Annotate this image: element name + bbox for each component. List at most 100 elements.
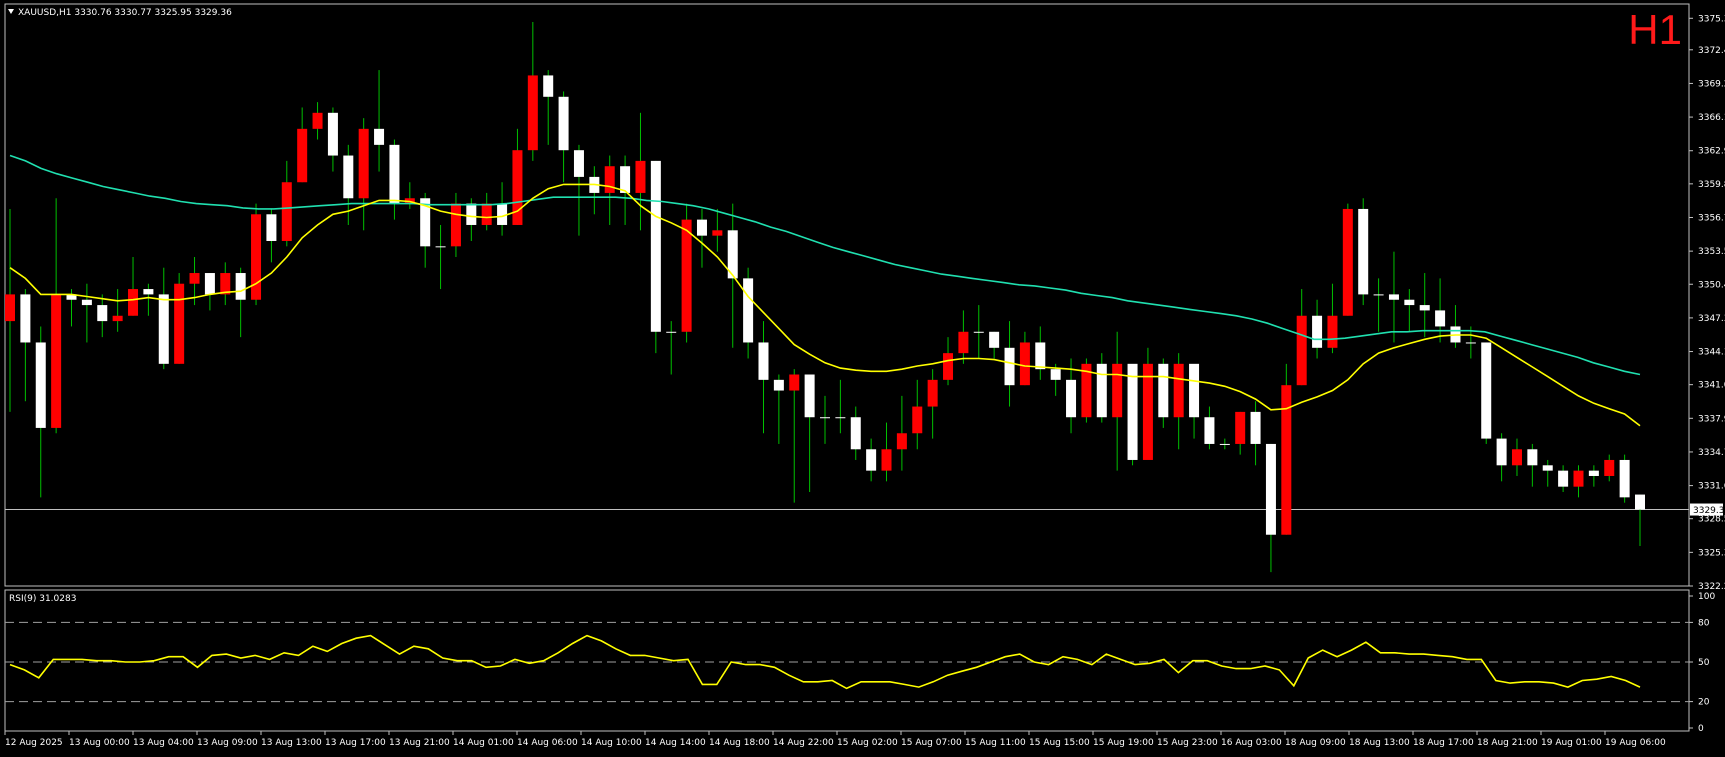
bear-candle[interactable] bbox=[512, 150, 523, 225]
bull-candle[interactable] bbox=[158, 294, 169, 364]
bear-candle[interactable] bbox=[1604, 459, 1615, 476]
bull-candle[interactable] bbox=[81, 299, 92, 306]
bull-candle[interactable] bbox=[343, 155, 354, 199]
bear-candle[interactable] bbox=[1342, 208, 1353, 316]
bull-candle[interactable] bbox=[1496, 438, 1507, 466]
bull-candle[interactable] bbox=[1373, 294, 1384, 296]
bear-candle[interactable] bbox=[1112, 363, 1123, 418]
bear-candle[interactable] bbox=[604, 166, 615, 193]
bear-candle[interactable] bbox=[789, 374, 800, 391]
bull-candle[interactable] bbox=[804, 374, 815, 418]
bear-candle[interactable] bbox=[958, 331, 969, 354]
bull-candle[interactable] bbox=[666, 331, 677, 333]
bear-candle[interactable] bbox=[281, 182, 292, 241]
bull-candle[interactable] bbox=[435, 246, 446, 248]
bear-candle[interactable] bbox=[927, 379, 938, 407]
bull-candle[interactable] bbox=[20, 294, 31, 343]
bear-candle[interactable] bbox=[1081, 363, 1092, 418]
bear-candle[interactable] bbox=[1235, 411, 1246, 444]
bear-candle[interactable] bbox=[5, 294, 15, 322]
bull-candle[interactable] bbox=[66, 294, 77, 300]
bear-candle[interactable] bbox=[712, 230, 723, 236]
bull-candle[interactable] bbox=[558, 96, 569, 151]
bull-candle[interactable] bbox=[573, 150, 584, 177]
bull-candle[interactable] bbox=[97, 305, 108, 322]
bear-candle[interactable] bbox=[481, 203, 492, 225]
bear-candle[interactable] bbox=[112, 315, 123, 322]
bear-candle[interactable] bbox=[881, 449, 892, 471]
bear-candle[interactable] bbox=[943, 353, 954, 380]
bull-candle[interactable] bbox=[1619, 459, 1630, 498]
bull-candle[interactable] bbox=[1388, 294, 1399, 300]
bear-candle[interactable] bbox=[635, 160, 646, 193]
bull-candle[interactable] bbox=[1204, 417, 1215, 444]
bull-candle[interactable] bbox=[1588, 470, 1599, 476]
bear-candle[interactable] bbox=[912, 406, 923, 434]
bull-candle[interactable] bbox=[497, 203, 508, 225]
bull-candle[interactable] bbox=[835, 417, 846, 419]
bull-candle[interactable] bbox=[1189, 363, 1200, 418]
bull-candle[interactable] bbox=[420, 198, 431, 247]
bear-candle[interactable] bbox=[51, 294, 62, 428]
bull-candle[interactable] bbox=[35, 342, 46, 428]
bear-candle[interactable] bbox=[1142, 363, 1153, 460]
bear-candle[interactable] bbox=[896, 433, 907, 450]
bear-candle[interactable] bbox=[527, 75, 538, 151]
bull-candle[interactable] bbox=[543, 75, 554, 97]
bear-candle[interactable] bbox=[1019, 342, 1030, 386]
bear-candle[interactable] bbox=[681, 219, 692, 332]
bull-candle[interactable] bbox=[1219, 443, 1230, 445]
bear-candle[interactable] bbox=[1511, 449, 1522, 466]
bull-candle[interactable] bbox=[850, 417, 861, 450]
bear-candle[interactable] bbox=[1296, 315, 1307, 386]
bear-candle[interactable] bbox=[1173, 363, 1184, 418]
bear-candle[interactable] bbox=[1281, 385, 1292, 535]
bull-candle[interactable] bbox=[204, 273, 215, 295]
bear-candle[interactable] bbox=[312, 112, 323, 129]
bear-candle[interactable] bbox=[1573, 470, 1584, 487]
bull-candle[interactable] bbox=[1558, 470, 1569, 487]
bull-candle[interactable] bbox=[1265, 443, 1276, 535]
bull-candle[interactable] bbox=[1435, 310, 1446, 327]
symbol-header[interactable]: XAUUSD,H1 3330.76 3330.77 3325.95 3329.3… bbox=[8, 8, 232, 18]
bull-candle[interactable] bbox=[866, 449, 877, 471]
bull-candle[interactable] bbox=[389, 144, 400, 204]
bull-candle[interactable] bbox=[1419, 305, 1430, 311]
bull-candle[interactable] bbox=[650, 160, 661, 332]
bull-candle[interactable] bbox=[374, 128, 385, 145]
bull-candle[interactable] bbox=[696, 219, 707, 236]
bull-candle[interactable] bbox=[1542, 465, 1553, 471]
bull-candle[interactable] bbox=[1635, 494, 1645, 510]
bull-candle[interactable] bbox=[1465, 342, 1476, 344]
bear-candle[interactable] bbox=[220, 273, 231, 295]
bull-candle[interactable] bbox=[973, 331, 984, 333]
bull-candle[interactable] bbox=[1127, 363, 1138, 460]
bear-candle[interactable] bbox=[358, 128, 369, 199]
bear-candle[interactable] bbox=[251, 214, 262, 300]
bull-candle[interactable] bbox=[1066, 379, 1077, 418]
bull-candle[interactable] bbox=[758, 342, 769, 380]
bull-candle[interactable] bbox=[466, 203, 477, 225]
bull-candle[interactable] bbox=[820, 417, 830, 419]
bull-candle[interactable] bbox=[1312, 315, 1323, 348]
bull-candle[interactable] bbox=[1481, 342, 1492, 439]
bull-candle[interactable] bbox=[620, 166, 631, 193]
bear-candle[interactable] bbox=[1327, 315, 1338, 348]
bull-candle[interactable] bbox=[327, 112, 338, 156]
bull-candle[interactable] bbox=[1050, 369, 1061, 380]
bull-candle[interactable] bbox=[743, 278, 754, 343]
bull-candle[interactable] bbox=[989, 331, 1000, 348]
bear-candle[interactable] bbox=[174, 283, 185, 364]
dropdown-triangle-icon[interactable] bbox=[8, 9, 14, 14]
bull-candle[interactable] bbox=[1004, 347, 1015, 386]
bull-candle[interactable] bbox=[1527, 449, 1538, 466]
bull-candle[interactable] bbox=[727, 230, 738, 279]
bull-candle[interactable] bbox=[143, 289, 154, 295]
bull-candle[interactable] bbox=[1158, 363, 1169, 418]
bear-candle[interactable] bbox=[189, 273, 200, 284]
bull-candle[interactable] bbox=[1404, 299, 1415, 306]
bear-candle[interactable] bbox=[450, 203, 461, 247]
bear-candle[interactable] bbox=[297, 128, 308, 183]
bull-candle[interactable] bbox=[1250, 411, 1261, 444]
